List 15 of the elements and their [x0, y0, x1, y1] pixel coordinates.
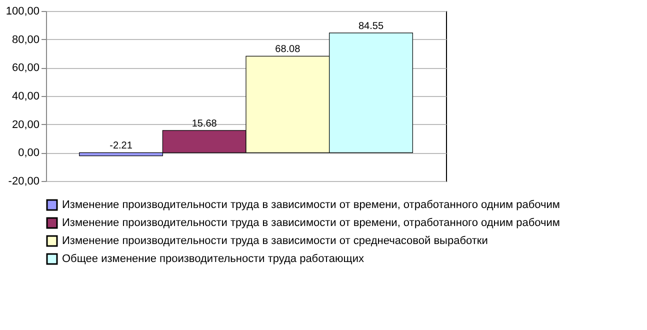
- y-tick-label: 0,00: [18, 147, 40, 160]
- y-tick-label: 20,00: [12, 118, 40, 131]
- y-tick-label: -20,00: [8, 176, 40, 188]
- legend-label: Изменение производительности труда в зависимости от времени, отработанного одним рабочим: [62, 199, 560, 211]
- data-label: 84.55: [358, 20, 384, 32]
- y-tick-label: 60,00: [12, 62, 40, 74]
- y-tick-label: 80,00: [12, 34, 40, 46]
- legend-label: Изменение производительности труда в зависимости от среднечасовой выработки: [62, 235, 488, 247]
- legend-label: Изменение производительности труда в зависимости от времени, отработанного одним рабочим: [62, 217, 560, 229]
- data-label: -2.21: [110, 140, 133, 152]
- y-tick-label: 40,00: [12, 90, 40, 102]
- data-label: 68.08: [275, 44, 301, 56]
- data-label: 15.68: [192, 118, 218, 130]
- legend-label: Общее изменение производительности труда работающих: [62, 253, 364, 265]
- y-tick-label: 100,00: [6, 6, 40, 18]
